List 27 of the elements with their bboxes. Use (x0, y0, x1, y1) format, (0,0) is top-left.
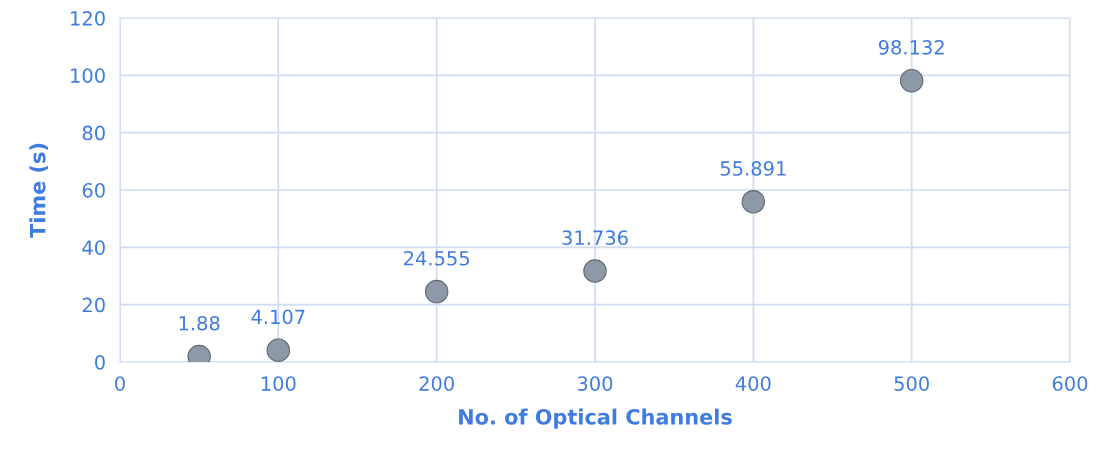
data-label: 98.132 (878, 39, 944, 55)
y-tick-label: 120 (71, 10, 105, 26)
x-tick-label: 400 (735, 376, 771, 391)
x-tick-label: 100 (261, 376, 296, 391)
x-tick-label: 600 (1052, 376, 1088, 391)
x-tick-label: 300 (577, 376, 613, 391)
y-tick-label: 0 (95, 354, 105, 370)
point (424, 279, 449, 304)
data-label: 24.555 (404, 250, 469, 266)
x-tick-label: 500 (894, 376, 929, 391)
point (266, 338, 291, 362)
data-label: 1.88 (179, 315, 220, 331)
x-axis-title: No. of Optical Channels (459, 408, 732, 429)
point (583, 259, 607, 283)
y-tick-label: 80 (82, 125, 105, 141)
y-tick-label: 60 (82, 182, 105, 198)
point (741, 190, 766, 214)
y-tick-label: 40 (82, 240, 105, 255)
point (899, 68, 924, 93)
y-axis-title: Time (s) (29, 143, 48, 238)
y-tick-label: 100 (71, 68, 105, 83)
y-tick-label: 20 (82, 297, 105, 313)
data-label: 55.891 (720, 161, 786, 176)
x-tick-label: 0 (115, 376, 125, 391)
x-tick-label: 200 (419, 376, 454, 391)
data-label: 31.736 (562, 230, 628, 246)
data-label: 4.107 (251, 309, 305, 325)
